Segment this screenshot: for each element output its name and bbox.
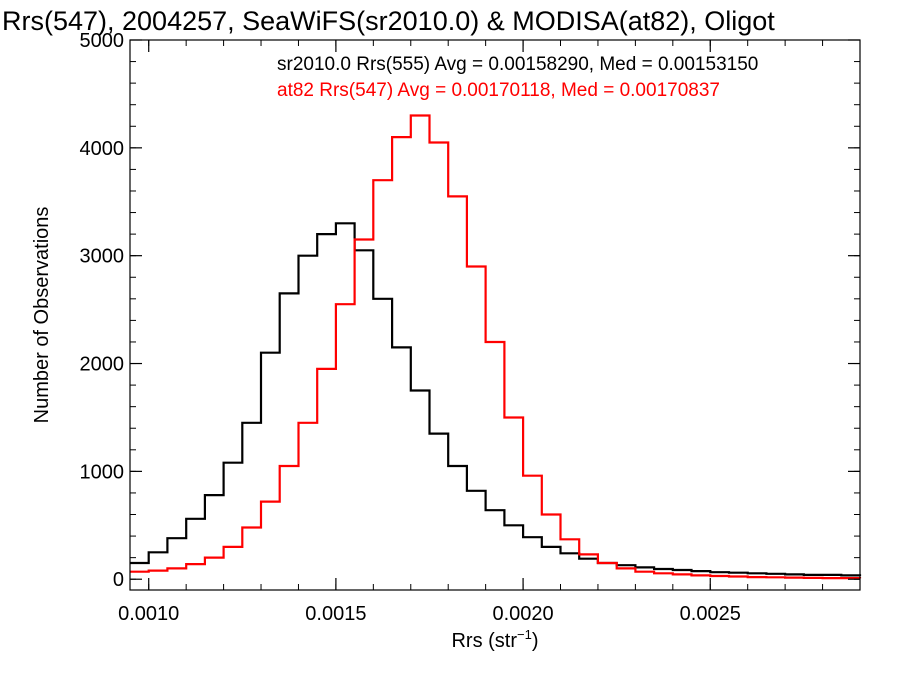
x-axis-label: Rrs (str−1) [451, 627, 538, 652]
y-tick-label: 2000 [80, 354, 125, 376]
x-tick-label: 0.0010 [118, 603, 179, 625]
series-line-1 [130, 114, 862, 580]
y-tick-label: 5000 [80, 30, 125, 52]
plot-frame [129, 39, 861, 591]
series-line-0 [130, 222, 862, 577]
x-axis-label-main: Rrs (str [451, 630, 517, 652]
y-tick-label: 3000 [80, 246, 125, 268]
x-axis-label-sup: −1 [517, 627, 532, 642]
legend: sr2010.0 Rrs(555) Avg = 0.00158290, Med … [277, 54, 758, 101]
y-tick-label: 0 [113, 569, 124, 591]
legend-entry-1: at82 Rrs(547) Avg = 0.00170118, Med = 0.… [277, 80, 720, 101]
x-tick-label: 0.0025 [680, 603, 741, 625]
x-axis-label-close: ) [532, 630, 539, 652]
series-layer [130, 114, 862, 580]
y-axis-ticks: 0 1000 2000 3000 4000 5000 [80, 30, 860, 591]
x-tick-label: 0.0015 [305, 603, 366, 625]
y-tick-label: 1000 [80, 461, 125, 483]
x-tick-label: 0.0020 [492, 603, 553, 625]
legend-entry-0: sr2010.0 Rrs(555) Avg = 0.00158290, Med … [277, 54, 758, 75]
y-tick-label: 4000 [80, 138, 125, 160]
y-axis-label: Number of Observations [31, 207, 53, 424]
chart-title: Rrs(547), 2004257, SeaWiFS(sr2010.0) & M… [2, 6, 775, 36]
x-axis-ticks: 0.0010 0.0015 0.0020 0.0025 [118, 40, 861, 625]
